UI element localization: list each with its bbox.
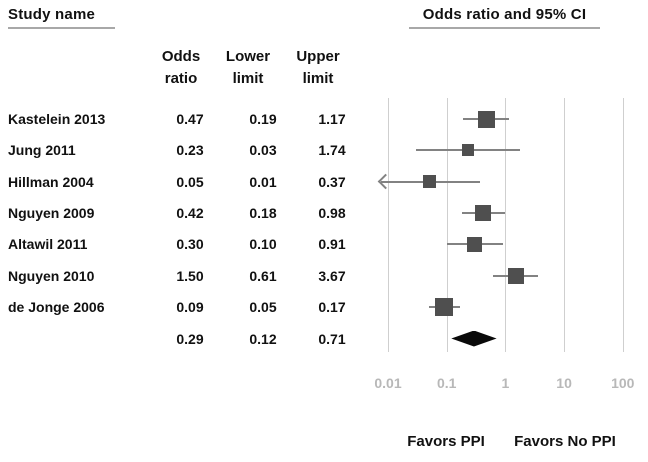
- favors-no-ppi-label: Favors No PPI: [514, 433, 616, 450]
- odds-ratio-ci-header: Odds ratio and 95% CI: [409, 6, 600, 29]
- upper-limit-value: 0.37: [318, 173, 346, 190]
- or-marker: [477, 110, 495, 128]
- gridline: [446, 98, 448, 352]
- odds-ratio-value: 0.42: [176, 205, 204, 222]
- study-label: Nguyen 2009: [8, 205, 95, 222]
- study-label: Hillman 2004: [8, 173, 94, 190]
- column-header-line: limit: [232, 70, 264, 87]
- ci-arrow-left-icon: [377, 173, 394, 190]
- gridline: [388, 98, 389, 352]
- column-header-lower-limit: Lower limit: [211, 46, 285, 90]
- odds-ratio-value: 0.05: [176, 173, 204, 190]
- odds-ratio-value: 0.09: [176, 299, 204, 316]
- study-label: de Jonge 2006: [8, 299, 105, 316]
- or-marker: [435, 298, 453, 317]
- odds-ratio-value: 0.47: [176, 111, 204, 127]
- lower-limit-value: 0.61: [249, 267, 277, 284]
- column-header-line: limit: [302, 70, 334, 87]
- lower-limit-value: 0.01: [249, 173, 277, 190]
- axis-tick-label: 0.01: [374, 375, 402, 391]
- axis-tick-label: 0.1: [436, 375, 457, 391]
- lower-limit-value: 0.03: [249, 142, 277, 159]
- or-marker: [475, 205, 492, 222]
- study-label: Kastelein 2013: [8, 111, 106, 127]
- odds-ratio-value: 0.23: [176, 142, 204, 159]
- upper-limit-value: 1.74: [318, 142, 346, 159]
- or-marker: [461, 144, 474, 157]
- gridline: [564, 98, 566, 352]
- favors-ppi-label: Favors PPI: [407, 433, 485, 450]
- lower-limit-value: 0.05: [249, 299, 277, 316]
- or-marker: [467, 236, 483, 252]
- summary-odds-ratio-value: 0.29: [176, 330, 204, 347]
- upper-limit-value: 1.17: [318, 111, 346, 127]
- study-label: Nguyen 2010: [8, 267, 95, 284]
- lower-limit-value: 0.19: [249, 111, 277, 127]
- upper-limit-value: 0.17: [318, 299, 346, 316]
- upper-limit-value: 0.98: [318, 205, 346, 222]
- study-label: Altawil 2011: [8, 236, 88, 253]
- lower-limit-value: 0.10: [249, 236, 277, 253]
- column-header-line: ratio: [164, 70, 198, 87]
- column-header-line: Upper: [296, 48, 340, 65]
- column-header-upper-limit: Upper limit: [281, 46, 355, 90]
- column-header-line: Lower: [225, 48, 271, 65]
- odds-ratio-value: 1.50: [176, 267, 204, 284]
- gridline: [622, 98, 624, 352]
- study-name-header: Study name: [8, 6, 115, 29]
- upper-limit-value: 3.67: [318, 267, 346, 284]
- study-label: Jung 2011: [8, 142, 76, 159]
- axis-tick-label: 1: [501, 375, 510, 391]
- upper-limit-value: 0.91: [318, 236, 346, 253]
- summary-upper-limit-value: 0.71: [318, 330, 346, 347]
- odds-ratio-value: 0.30: [176, 236, 204, 253]
- summary-lower-limit-value: 0.12: [249, 330, 277, 347]
- gridline: [505, 98, 507, 352]
- or-marker: [507, 267, 524, 284]
- or-marker: [422, 175, 436, 189]
- axis-tick-label: 100: [611, 375, 635, 391]
- lower-limit-value: 0.18: [249, 205, 277, 222]
- summary-diamond: [451, 330, 497, 347]
- column-header-odds-ratio: Odds ratio: [144, 46, 218, 90]
- column-header-line: Odds: [161, 48, 201, 65]
- axis-tick-label: 10: [556, 375, 572, 391]
